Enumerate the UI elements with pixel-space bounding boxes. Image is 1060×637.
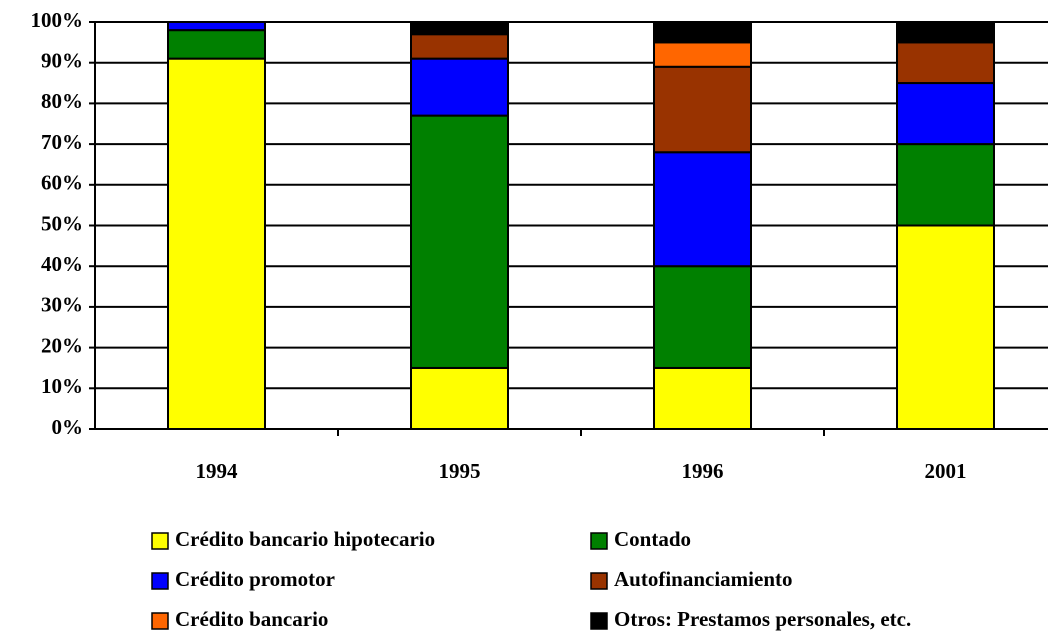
bar-segment: [896, 224, 995, 430]
y-tick-label: 20%: [41, 333, 83, 357]
legend-label: Autofinanciamiento: [614, 567, 793, 591]
legend-label: Crédito bancario hipotecario: [175, 527, 435, 551]
legend-swatch: [151, 572, 169, 590]
bar-segment: [896, 143, 995, 227]
x-tick-label: 1994: [196, 459, 239, 483]
legend-label: Crédito bancario: [175, 607, 328, 631]
legend-swatch: [590, 532, 608, 550]
bar-segment: [653, 366, 752, 431]
bar-segment: [410, 114, 509, 369]
y-tick-label: 40%: [41, 252, 83, 276]
bar-segment: [653, 41, 752, 68]
y-tick-label: 0%: [52, 415, 84, 439]
bar-segment: [167, 21, 266, 32]
legend-label: Crédito promotor: [175, 567, 335, 591]
legend-swatch: [151, 612, 169, 630]
bar-segment: [410, 57, 509, 117]
bar-segment: [896, 21, 995, 44]
x-tick-label: 1995: [439, 459, 481, 483]
y-tick-label: 80%: [41, 89, 83, 113]
y-tick-label: 50%: [41, 211, 83, 235]
y-tick-label: 10%: [41, 374, 83, 398]
bar-segment: [410, 366, 509, 431]
bar-segment: [896, 82, 995, 146]
legend-label: Contado: [614, 527, 691, 551]
legend-swatch: [151, 532, 169, 550]
y-tick-label: 100%: [31, 8, 84, 32]
bar-segment: [410, 33, 509, 60]
bar-segment: [653, 65, 752, 154]
y-tick-label: 90%: [41, 49, 83, 73]
bar-segment: [410, 21, 509, 36]
legend-swatch: [590, 572, 608, 590]
bar-segment: [896, 41, 995, 85]
x-tick-label: 2001: [925, 459, 967, 483]
y-tick-label: 30%: [41, 293, 83, 317]
legend-label: Otros: Prestamos personales, etc.: [614, 607, 911, 631]
bar-segment: [653, 151, 752, 268]
y-tick-label: 70%: [41, 130, 83, 154]
x-tick-label: 1996: [682, 459, 724, 483]
bar-segment: [653, 21, 752, 44]
y-tick-label: 60%: [41, 171, 83, 195]
bar-segment: [167, 57, 266, 430]
bar-segment: [167, 29, 266, 60]
bar-segment: [653, 265, 752, 369]
legend-swatch: [590, 612, 608, 630]
